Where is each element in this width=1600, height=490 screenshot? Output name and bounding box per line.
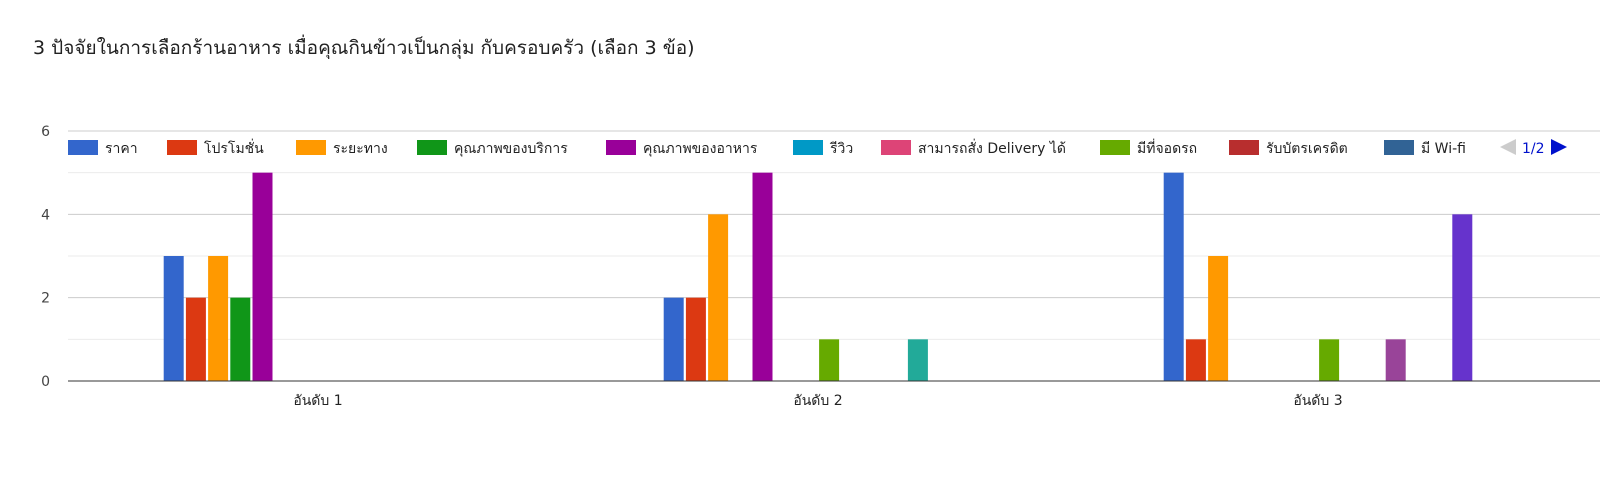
bar-series-11-1 xyxy=(907,339,928,381)
legend-swatch xyxy=(1384,140,1414,155)
bar-ราคา-1 xyxy=(663,297,684,381)
bar-คุณภาพของอาหาร-1 xyxy=(752,172,773,381)
legend-swatch xyxy=(793,140,823,155)
legend-swatch xyxy=(417,140,447,155)
legend-next-icon[interactable] xyxy=(1551,139,1567,155)
y-tick-label: 0 xyxy=(41,374,50,390)
legend-label: คุณภาพของอาหาร xyxy=(643,141,758,157)
legend-label: มีที่จอดรถ xyxy=(1137,139,1197,157)
y-tick-label: 2 xyxy=(41,291,50,307)
bar-โปรโมชั่น-1 xyxy=(685,297,706,381)
legend-swatch xyxy=(296,140,326,155)
legend-swatch xyxy=(167,140,197,155)
bar-ระยะทาง-2 xyxy=(1208,256,1229,381)
legend-swatch xyxy=(1100,140,1130,155)
legend-label: ระยะทาง xyxy=(333,141,388,157)
legend-swatch xyxy=(1229,140,1259,155)
x-tick-label: อันดับ 3 xyxy=(1293,393,1342,409)
bar-มีที่จอดรถ-1 xyxy=(819,339,840,381)
bar-ระยะทาง-1 xyxy=(708,214,729,381)
bar-คุณภาพของบริการ-0 xyxy=(230,297,251,381)
bar-มีที่จอดรถ-2 xyxy=(1319,339,1340,381)
bar-ระยะทาง-0 xyxy=(208,256,229,381)
bar-โปรโมชั่น-2 xyxy=(1185,339,1206,381)
legend-swatch xyxy=(606,140,636,155)
bar-คุณภาพของอาหาร-0 xyxy=(252,172,273,381)
y-tick-label: 4 xyxy=(41,207,50,223)
bar-series-10-2 xyxy=(1385,339,1406,381)
legend-swatch xyxy=(68,140,98,155)
bar-ราคา-2 xyxy=(1163,172,1184,381)
legend-label: รับบัตรเครดิต xyxy=(1266,141,1348,157)
legend-label: สามารถสั่ง Delivery ได้ xyxy=(918,139,1066,157)
legend-swatch xyxy=(881,140,911,155)
bar-ราคา-0 xyxy=(163,256,184,381)
legend-label: รีวิว xyxy=(830,141,854,157)
legend-prev-icon[interactable] xyxy=(1500,139,1516,155)
chart-title: 3 ปัจจัยในการเลือกร้านอาหาร เมื่อคุณกินข… xyxy=(33,37,695,59)
legend-label: มี Wi-fi xyxy=(1421,141,1466,157)
legend-label: ราคา xyxy=(105,141,138,157)
y-tick-label: 6 xyxy=(41,124,50,140)
legend-label: คุณภาพของบริการ xyxy=(454,141,568,157)
x-tick-label: อันดับ 1 xyxy=(293,393,342,409)
legend-page-indicator: 1/2 xyxy=(1522,141,1545,157)
x-tick-label: อันดับ 2 xyxy=(793,393,842,409)
bar-series-13-2 xyxy=(1452,214,1473,381)
legend-label: โปรโมชั่น xyxy=(204,139,264,157)
bar-โปรโมชั่น-0 xyxy=(185,297,206,381)
